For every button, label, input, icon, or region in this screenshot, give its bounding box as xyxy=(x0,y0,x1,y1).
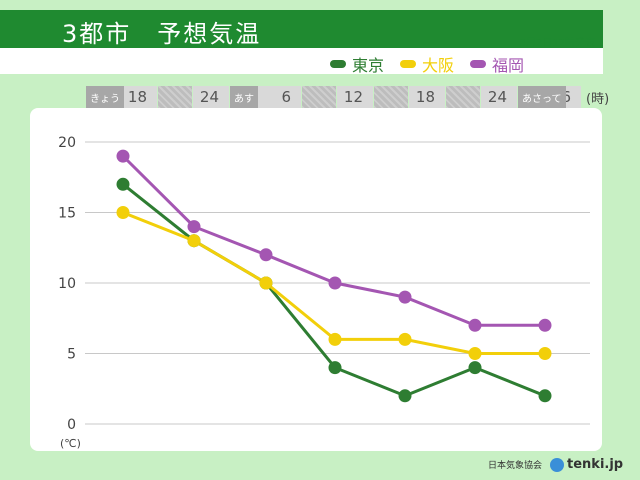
footer: 日本気象協会 tenki.jp xyxy=(488,457,623,472)
time-cell xyxy=(158,86,192,108)
legend-item: 大阪 xyxy=(400,52,454,76)
data-point xyxy=(468,347,482,360)
data-point xyxy=(116,149,130,163)
data-point xyxy=(328,332,342,346)
data-point xyxy=(468,361,482,375)
data-point xyxy=(259,276,273,290)
day-label: あさって xyxy=(518,86,566,108)
time-cell xyxy=(446,86,480,108)
legend-swatch xyxy=(330,60,346,68)
tenki-logo-text: tenki.jp xyxy=(567,457,624,472)
title-bar: 3都市 予想気温 xyxy=(0,10,603,48)
page-title: 3都市 予想気温 xyxy=(62,20,262,48)
legend: 東京 大阪 福岡 xyxy=(330,52,524,76)
time-cell xyxy=(374,86,408,108)
time-axis-row: きょう 18 24 あす 6 12 18 24 あさって 6 xyxy=(86,86,582,108)
time-cell: あす 6 xyxy=(230,86,301,108)
y-unit-label: (℃) xyxy=(60,437,81,450)
time-cell xyxy=(302,86,336,108)
tenki-logo-icon xyxy=(550,457,565,472)
legend-swatch xyxy=(400,60,417,68)
data-point xyxy=(398,290,412,304)
issued-label: 3月2日12時発表 xyxy=(519,38,595,49)
data-point xyxy=(398,332,412,346)
data-point xyxy=(187,234,201,248)
chart-panel: 0 5 10 15 20 (℃) xyxy=(30,108,602,451)
y-tick-label: 15 xyxy=(58,206,76,222)
legend-label: 福岡 xyxy=(492,56,525,75)
hour-label: 6 xyxy=(281,88,291,106)
hour-label: 24 xyxy=(199,88,219,106)
legend-label: 東京 xyxy=(352,56,385,75)
agency-label: 日本気象協会 xyxy=(488,461,543,471)
hour-label: 12 xyxy=(343,88,363,106)
series-line xyxy=(121,155,545,327)
time-unit-label: (時) xyxy=(586,92,610,107)
data-point xyxy=(398,389,412,403)
y-tick-label: 10 xyxy=(58,276,76,292)
data-point xyxy=(538,347,552,360)
y-tick-label: 0 xyxy=(67,417,76,433)
y-tick-label: 5 xyxy=(67,347,76,363)
tenki-logo[interactable]: tenki.jp xyxy=(550,457,623,472)
data-point xyxy=(187,220,201,234)
time-cell: 12 xyxy=(337,86,373,108)
time-cell: 24 xyxy=(193,86,229,108)
data-point xyxy=(259,248,273,262)
data-point xyxy=(328,361,342,375)
data-point xyxy=(116,177,130,191)
legend-swatch xyxy=(470,60,487,68)
day-label: あす xyxy=(230,86,258,108)
hour-label: 6 xyxy=(561,88,571,106)
day-label: きょう xyxy=(86,86,124,108)
data-point xyxy=(538,318,552,332)
y-tick-label: 20 xyxy=(58,135,76,151)
time-cell: 18 xyxy=(409,86,445,108)
data-point xyxy=(116,206,130,219)
data-point xyxy=(468,318,482,332)
hour-label: 18 xyxy=(127,88,147,106)
temperature-chart: 0 5 10 15 20 (℃) xyxy=(58,135,590,450)
data-point xyxy=(538,389,552,403)
data-point xyxy=(328,276,342,290)
time-cell: きょう 18 xyxy=(86,86,157,108)
hour-label: 18 xyxy=(415,88,435,106)
legend-item: 福岡 xyxy=(470,52,524,76)
time-cell: 24 xyxy=(481,86,517,108)
legend-item: 東京 xyxy=(330,52,384,76)
legend-label: 大阪 xyxy=(422,56,455,75)
header-strip: 3月2日12時発表 xyxy=(0,38,603,74)
time-cell: あさって 6 xyxy=(518,86,581,108)
hour-label: 24 xyxy=(487,88,507,106)
